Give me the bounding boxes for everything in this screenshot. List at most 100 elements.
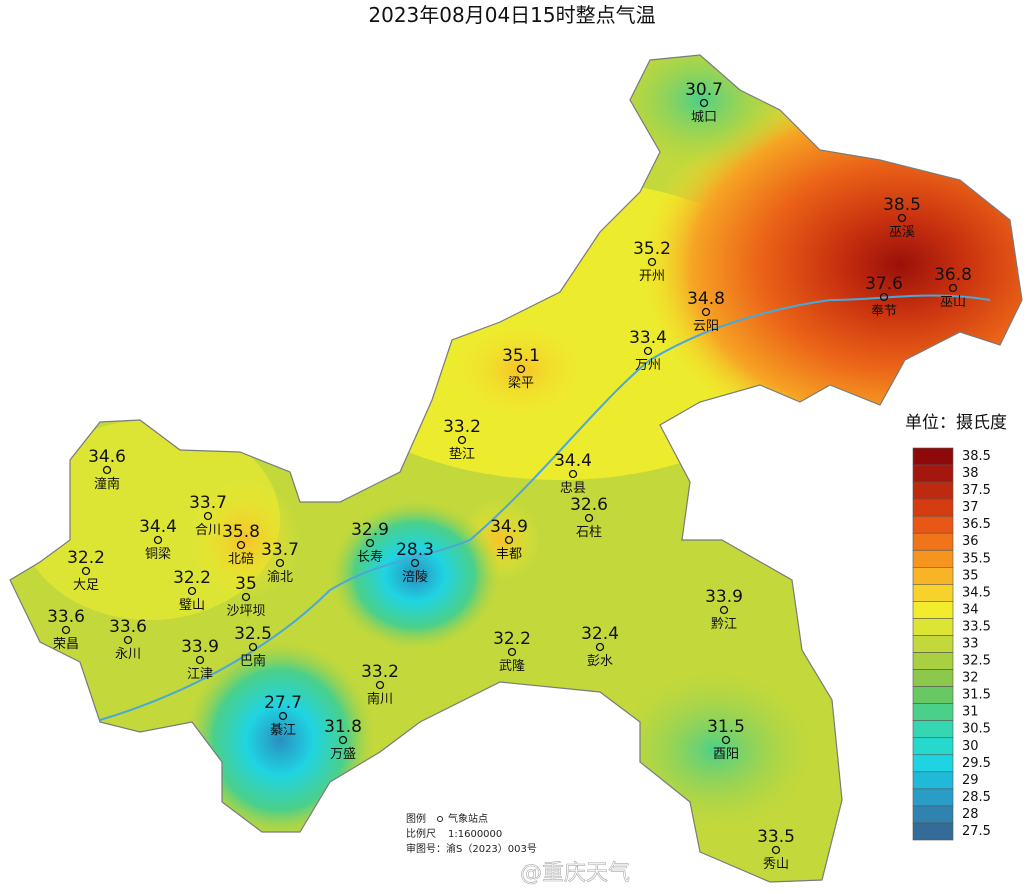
station-temp: 33.9 — [705, 587, 743, 607]
legend-swatch — [912, 498, 954, 517]
legend-swatch — [912, 737, 954, 756]
legend-label: 图例 — [406, 812, 426, 825]
station-marker — [516, 364, 526, 374]
station-marker — [701, 307, 711, 317]
station-name: 石柱 — [576, 525, 602, 540]
station-marker — [236, 540, 246, 550]
station-name: 开州 — [639, 269, 665, 284]
station-marker — [948, 283, 958, 293]
station-marker — [123, 635, 133, 645]
station-name: 丰都 — [496, 547, 522, 562]
station-name: 武隆 — [499, 659, 525, 674]
station-temp: 35.8 — [222, 522, 260, 542]
station-name: 万州 — [635, 358, 661, 373]
legend-swatch — [912, 618, 954, 636]
station-name: 秀山 — [763, 857, 789, 872]
station-temp: 28.3 — [396, 540, 434, 560]
legend-label: 32.5 — [962, 654, 991, 669]
station-marker — [507, 647, 517, 657]
station-temp: 33.6 — [109, 617, 147, 637]
station-name: 南川 — [367, 691, 393, 707]
legend-label: 37.5 — [962, 483, 991, 498]
legend-swatch — [912, 601, 954, 619]
legend-label: 28.5 — [962, 790, 991, 805]
legend-label: 31 — [962, 705, 979, 720]
legend-label: 27.5 — [962, 824, 991, 839]
station-marker — [203, 511, 213, 521]
legend-swatch — [912, 703, 954, 721]
legend-label: 32 — [962, 671, 979, 686]
station-marker — [61, 625, 71, 635]
legend-label: 37 — [962, 500, 979, 515]
station-marker — [719, 605, 729, 615]
legend-swatch — [912, 635, 954, 653]
station-name: 奉节 — [871, 304, 897, 319]
station-temp: 32.5 — [234, 624, 272, 644]
station-temp: 35 — [235, 574, 257, 594]
station-name: 万盛 — [330, 747, 356, 762]
station-marker — [771, 845, 781, 855]
station-marker — [248, 642, 258, 652]
station-temp: 34.8 — [687, 289, 725, 309]
station-marker — [153, 535, 163, 545]
station-marker — [897, 213, 907, 223]
station-temp: 34.4 — [139, 517, 177, 537]
station-temp: 34.9 — [490, 517, 528, 537]
legend-label: 34 — [962, 602, 979, 617]
station-temp: 33.7 — [261, 540, 299, 560]
station-label: 气象站点 — [448, 812, 488, 825]
station-temp: 32.9 — [351, 520, 389, 540]
station-marker — [338, 735, 348, 745]
station-name: 荣昌 — [53, 637, 79, 652]
station-temp: 33.5 — [757, 827, 795, 847]
legend-label: 31.5 — [962, 688, 991, 703]
legend-swatch — [912, 669, 954, 687]
station-name: 璧山 — [179, 597, 205, 613]
legend-swatch — [912, 720, 954, 739]
station-name: 綦江 — [270, 723, 296, 738]
station-marker — [375, 680, 385, 690]
station-marker — [410, 558, 420, 568]
legend-label: 30 — [962, 739, 979, 754]
legend-title: 单位：摄氏度 — [905, 413, 1007, 433]
legend-swatch — [912, 481, 954, 500]
legend-label: 29.5 — [962, 756, 991, 771]
station-name: 梁平 — [508, 376, 534, 391]
station-marker — [275, 558, 285, 568]
legend-label: 36 — [962, 534, 979, 549]
station-name: 渝北 — [267, 569, 293, 585]
station-temp: 27.7 — [264, 693, 302, 713]
station-marker — [241, 592, 251, 602]
station-marker — [102, 465, 112, 475]
station-temp: 31.5 — [707, 717, 745, 737]
station-name: 彭水 — [587, 654, 613, 669]
legend-swatch — [912, 584, 954, 602]
station-name: 忠县 — [560, 481, 586, 496]
station-marker — [504, 535, 514, 545]
legend-swatch — [912, 788, 954, 807]
legend-label: 38.5 — [962, 449, 991, 464]
station-temp: 31.8 — [324, 717, 362, 737]
legend-swatch — [912, 805, 954, 824]
station-name: 涪陵 — [402, 570, 428, 585]
station-marker — [721, 735, 731, 745]
station-temp: 33.6 — [47, 607, 85, 627]
legend-swatch — [912, 754, 954, 773]
station-temp: 32.2 — [173, 568, 211, 588]
station-marker — [584, 513, 594, 523]
legend-swatch — [912, 567, 954, 585]
station-name: 黔江 — [711, 617, 737, 632]
station-temp: 35.2 — [633, 239, 671, 259]
station-temp: 32.2 — [493, 629, 531, 649]
legend-swatch — [912, 549, 954, 568]
station-name: 垫江 — [449, 446, 475, 462]
station-marker — [643, 346, 653, 356]
scale-label: 比例尺 — [406, 827, 436, 840]
legend-label: 35.5 — [962, 551, 991, 566]
legend-label: 29 — [962, 773, 979, 788]
legend: 38.5 38 37.5 37 36.5 36 35.5 35 34.5 34 33.5 33 32.5… — [912, 447, 991, 841]
legend-swatch — [912, 686, 954, 704]
station-temp: 33.9 — [181, 637, 219, 657]
station-name: 永川 — [115, 647, 141, 662]
